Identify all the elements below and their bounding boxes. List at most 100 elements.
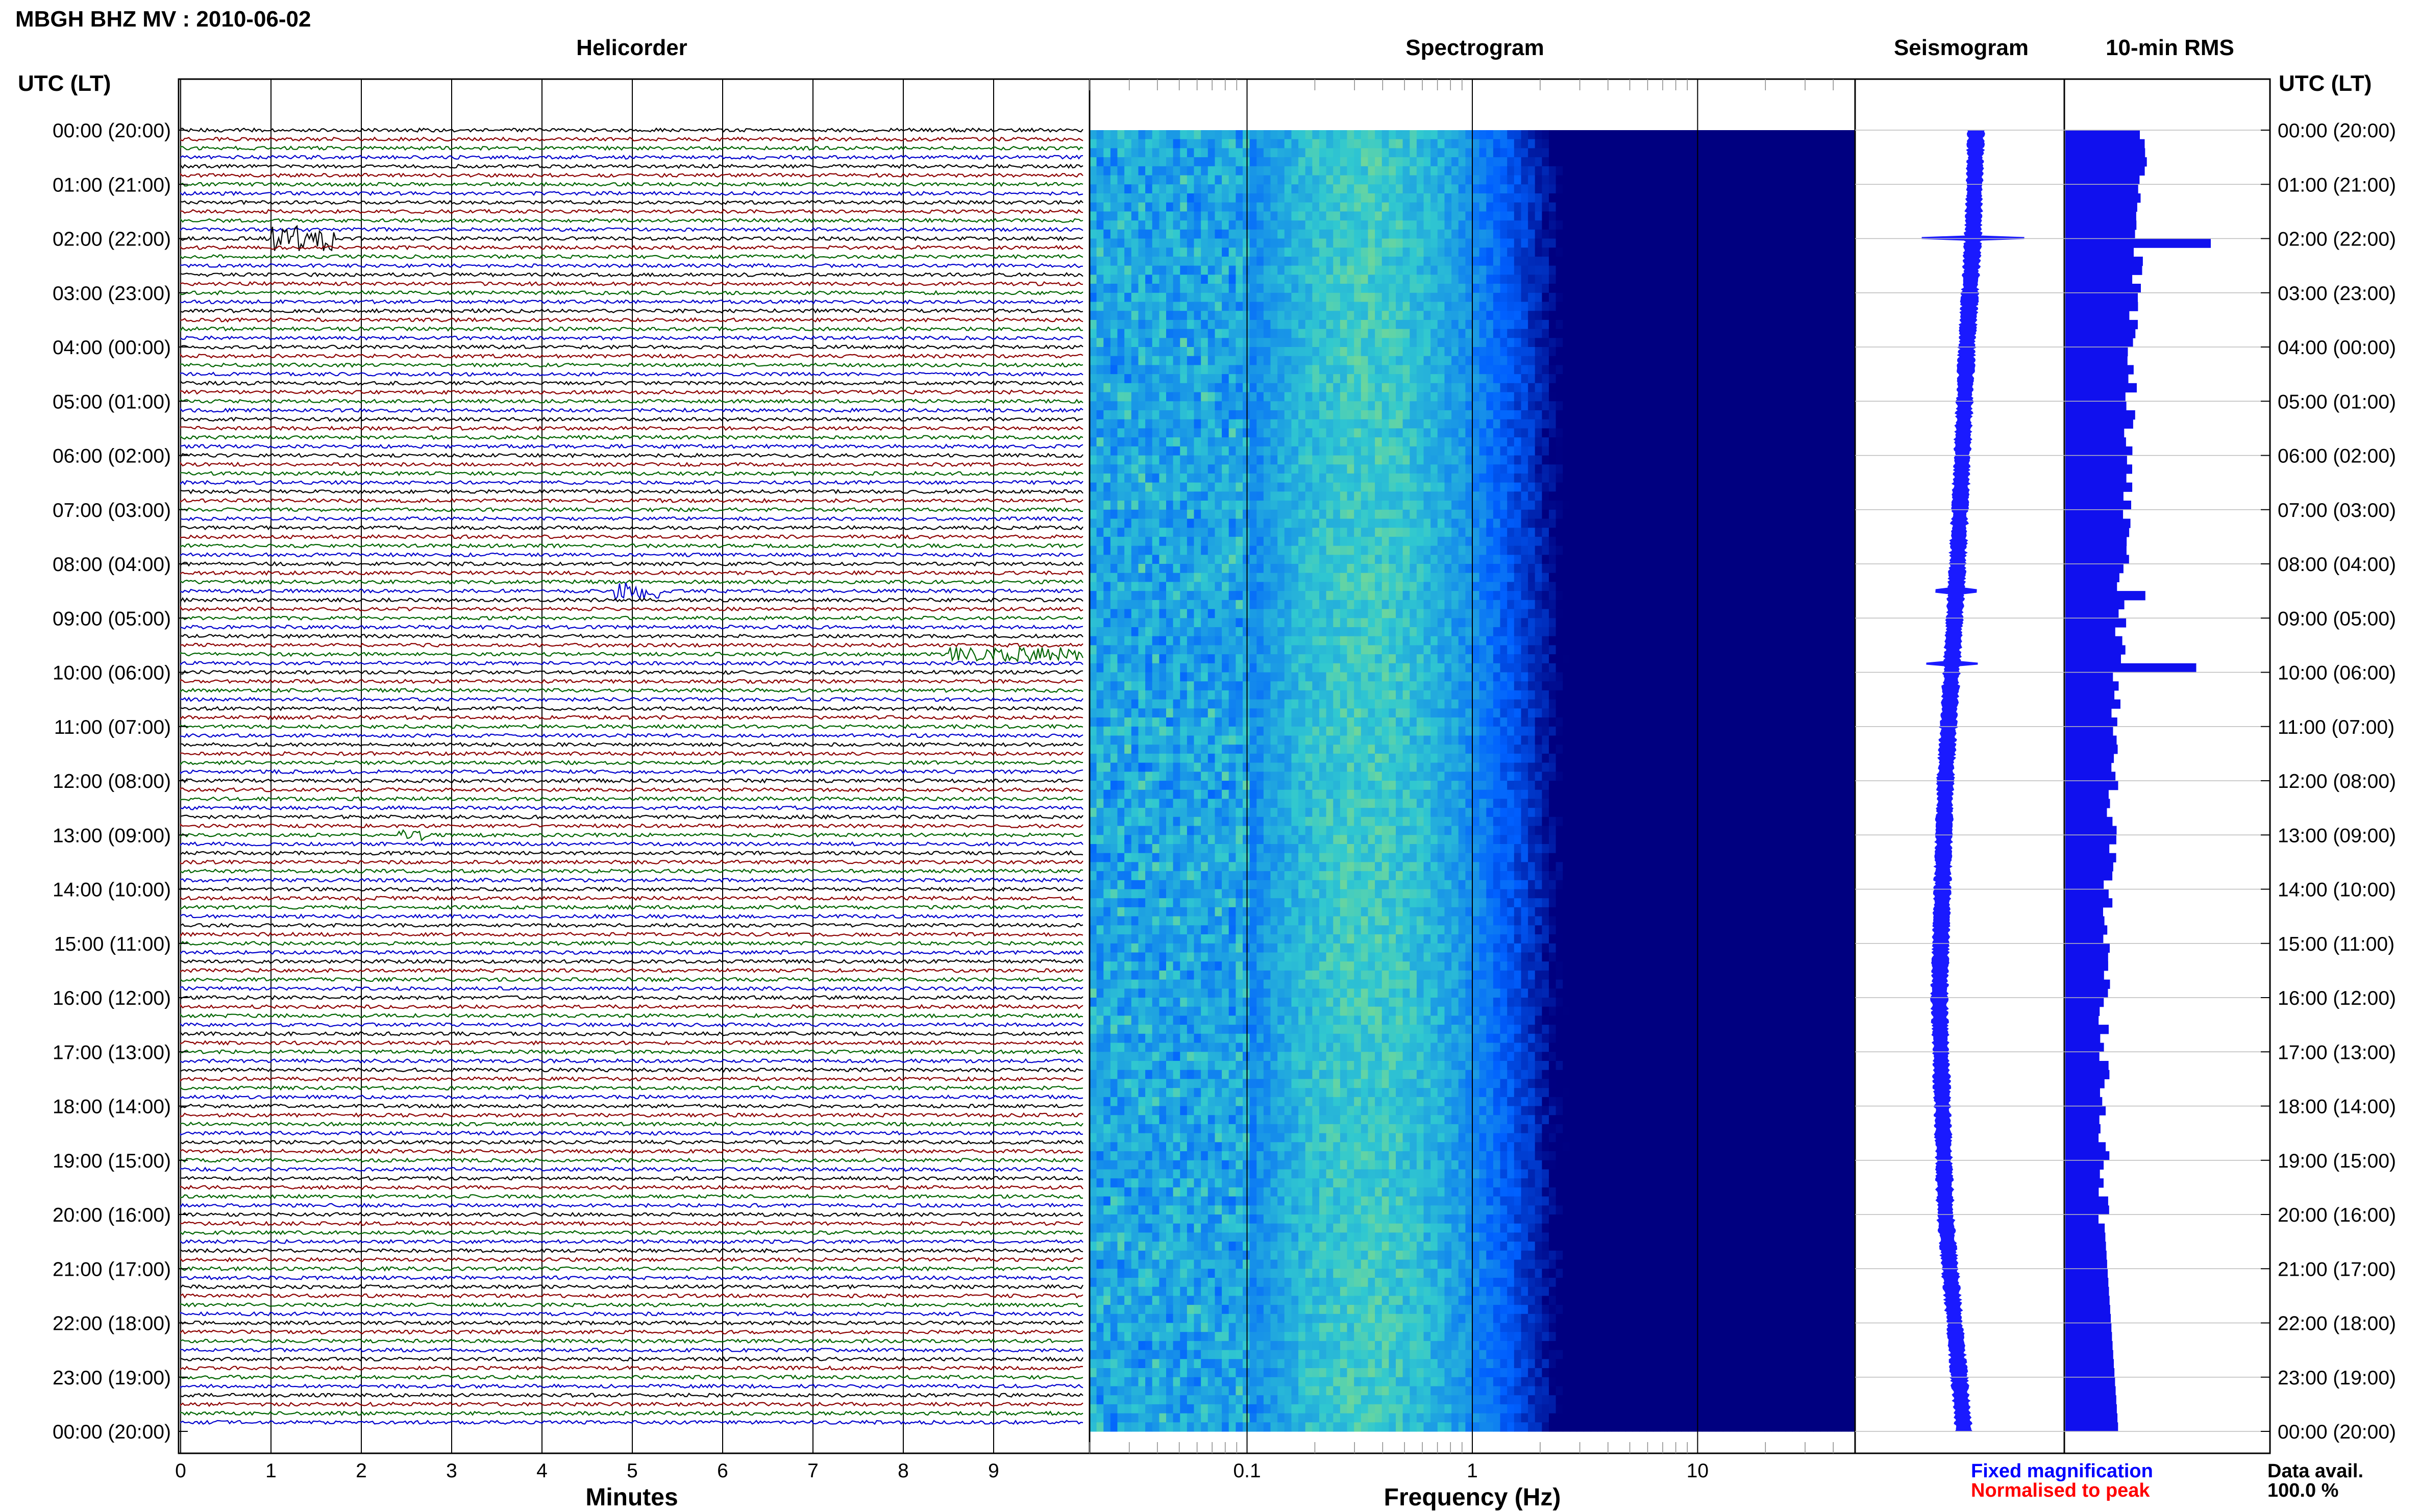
spectrogram-cell (1771, 148, 1779, 158)
spectrogram-cell (1117, 464, 1125, 474)
spectrogram-cell (1611, 202, 1619, 212)
spectrogram-cell (1187, 211, 1195, 221)
spectrogram-cell (1396, 482, 1403, 492)
spectrogram-cell (1653, 501, 1661, 510)
spectrogram-cell (1563, 148, 1570, 158)
spectrogram-cell (1305, 184, 1313, 194)
spectrogram-cell (1597, 383, 1605, 393)
helicorder-trace (180, 181, 1083, 187)
spectrogram-cell (1298, 473, 1306, 483)
spectrogram-cell (1542, 284, 1549, 293)
spectrogram-cell (1521, 175, 1528, 185)
spectrogram-cell (1660, 211, 1668, 221)
spectrogram-cell (1563, 518, 1570, 528)
spectrogram-cell (1695, 220, 1702, 230)
spectrogram-cell (1451, 275, 1459, 284)
spectrogram-cell (1270, 211, 1278, 221)
spectrogram-cell (1340, 139, 1348, 148)
spectrogram-cell (1716, 211, 1723, 221)
spectrogram-cell (1750, 311, 1758, 320)
spectrogram-cell (1333, 311, 1341, 320)
spectrogram-cell (1423, 265, 1431, 275)
spectrogram-cell (1841, 311, 1849, 320)
spectrogram-cell (1381, 365, 1390, 375)
spectrogram-cell (1381, 491, 1390, 501)
spectrogram-cell (1764, 419, 1772, 429)
spectrogram-cell (1333, 139, 1341, 148)
spectrogram-cell (1166, 229, 1174, 239)
spectrogram-cell (1326, 419, 1334, 429)
spectrogram-cell (1542, 292, 1549, 303)
spectrogram-cell (1277, 238, 1285, 248)
spectrogram-cell (1479, 229, 1487, 239)
spectrogram-cell (1180, 401, 1188, 411)
spectrogram-cell (1702, 302, 1710, 311)
spectrogram-cell (1605, 455, 1612, 465)
spectrogram-cell (1486, 491, 1494, 501)
helicorder-trace (180, 225, 1083, 252)
spectrogram-cell (1507, 437, 1515, 447)
spectrogram-cell (1507, 428, 1515, 438)
spectrogram-cell (1716, 311, 1723, 320)
spectrogram-cell (1277, 175, 1285, 185)
spectrogram-cell (1514, 401, 1522, 411)
spectrogram-cell (1410, 446, 1417, 456)
spectrogram-cell (1396, 383, 1403, 393)
spectrogram-cell (1138, 175, 1146, 185)
spectrogram-cell (1152, 238, 1160, 248)
spectrogram-cell (1173, 311, 1180, 320)
spectrogram-cell (1737, 284, 1744, 293)
spectrogram-cell (1785, 401, 1793, 411)
spectrogram-cell (1500, 338, 1508, 348)
spectrogram-cell (1236, 347, 1243, 357)
spectrogram-cell (1124, 247, 1132, 257)
utc-label-right: UTC (LT) (2279, 71, 2372, 96)
spectrogram-cell (1660, 338, 1668, 348)
spectrogram-cell (1381, 229, 1390, 239)
spectrogram-cell (1542, 347, 1549, 357)
spectrogram-cell (1681, 148, 1689, 158)
spectrogram-cell (1806, 275, 1814, 284)
spectrogram-cell (1716, 455, 1723, 465)
spectrogram-cell (1660, 238, 1668, 248)
spectrogram-cell (1096, 473, 1104, 483)
spectrogram-cell (1639, 392, 1647, 402)
spectrogram-cell (1368, 401, 1375, 411)
spectrogram-cell (1764, 265, 1772, 275)
spectrogram-cell (1667, 130, 1675, 140)
spectrogram-cell (1402, 157, 1410, 167)
spectrogram-cell (1611, 292, 1619, 303)
spectrogram-cell (1305, 202, 1313, 212)
spectrogram-cell (1764, 292, 1772, 303)
spectrogram-cell (1381, 419, 1390, 429)
spectrogram-cell (1722, 292, 1731, 303)
spectrogram-cell (1716, 338, 1723, 348)
spectrogram-cell (1354, 365, 1362, 375)
spectrogram-cell (1500, 501, 1508, 510)
spectrogram-cell (1451, 374, 1459, 384)
helicorder-trace (180, 733, 1083, 738)
spectrogram-cell (1305, 482, 1313, 492)
spectrogram-cell (1298, 410, 1306, 420)
spectrogram-cell (1410, 338, 1417, 348)
spectrogram-cell (1249, 392, 1257, 402)
helicorder-trace (180, 814, 1083, 820)
spectrogram-cell (1799, 184, 1807, 194)
helicorder-trace (180, 697, 1083, 702)
helicorder-trace (180, 829, 1083, 841)
spectrogram-cell (1166, 265, 1174, 275)
spectrogram-cell (1340, 455, 1348, 465)
spectrogram-cell (1660, 455, 1668, 465)
spectrogram-cell (1667, 229, 1675, 239)
spectrogram-cell (1090, 265, 1097, 275)
spectrogram-cell (1096, 139, 1104, 148)
spectrogram-cell (1549, 365, 1557, 375)
spectrogram-cell (1500, 139, 1508, 148)
spectrogram-cell (1702, 229, 1710, 239)
spectrogram-cell (1688, 446, 1696, 456)
spectrogram-cell (1131, 184, 1139, 194)
spectrogram-cell (1841, 193, 1849, 203)
spectrogram-cell (1806, 509, 1814, 519)
spectrogram-cell (1605, 302, 1612, 311)
helicorder-trace (180, 687, 1083, 693)
